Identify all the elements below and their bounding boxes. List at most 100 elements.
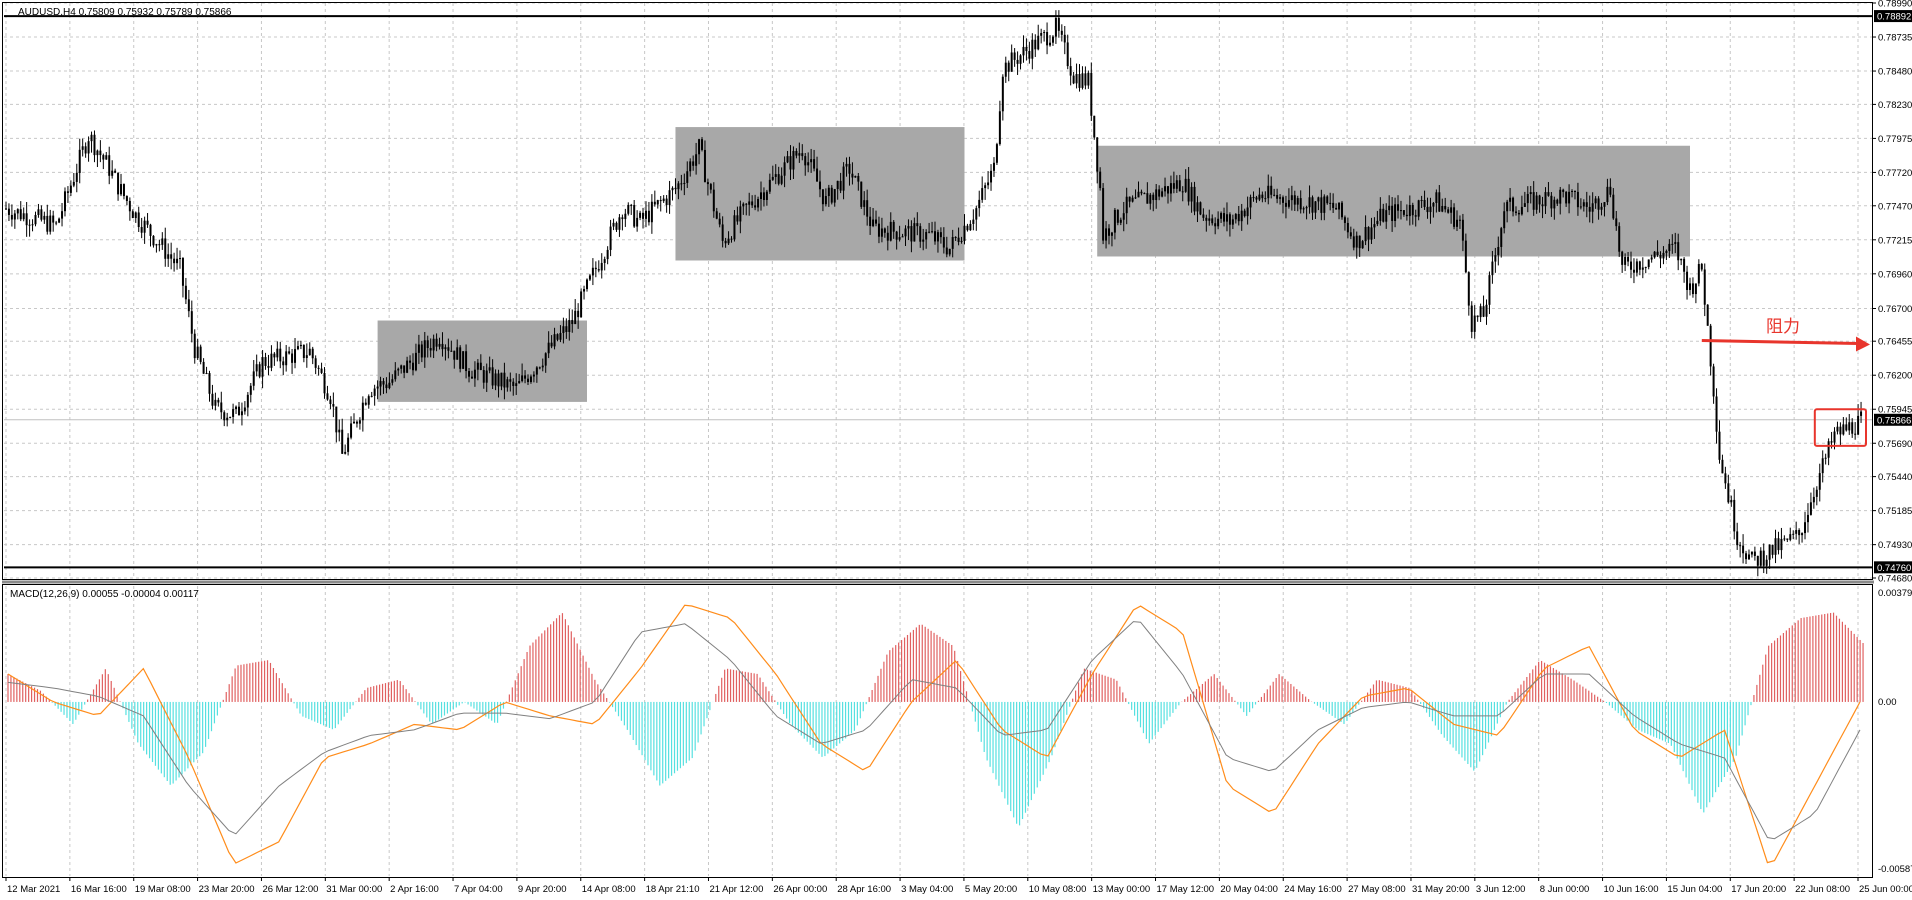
candle-body [276, 348, 279, 358]
candle-body [916, 223, 919, 227]
candle-body [842, 166, 845, 191]
resistance-label: 阻力 [1766, 317, 1800, 336]
candle-body [1503, 211, 1506, 229]
candle-body [1196, 202, 1199, 212]
time-tick-label: 31 Mar 00:00 [326, 884, 382, 895]
candle-body [877, 223, 880, 237]
candle-body [1358, 235, 1361, 249]
candle-body [807, 162, 810, 166]
candle-body [1001, 76, 1004, 112]
candle-body [1072, 75, 1075, 84]
candle-body [1579, 206, 1582, 208]
candle-body [1264, 198, 1267, 200]
candle-body [146, 220, 149, 225]
candle-body [1093, 115, 1096, 138]
candle-body [639, 212, 642, 218]
candle-body [1556, 199, 1559, 204]
candle-body [302, 344, 305, 359]
candle-body [264, 357, 267, 366]
candle-body [1488, 275, 1491, 305]
candle-body [66, 191, 69, 193]
candle-body [739, 206, 742, 222]
candle-body [1591, 203, 1594, 212]
candle-body [1582, 202, 1585, 207]
candle-body [429, 348, 432, 351]
candle-body [1010, 52, 1013, 72]
price-marker-box [1874, 413, 1912, 426]
candle-body [1134, 197, 1137, 199]
candle-body [1046, 32, 1049, 46]
candle-body [1727, 483, 1730, 503]
candle-body [701, 139, 704, 150]
candle-body [447, 347, 450, 351]
candle-body [577, 310, 580, 318]
candle-body [90, 134, 93, 142]
candle-body [1049, 42, 1052, 46]
candle-body [1081, 73, 1084, 88]
candle-body [488, 367, 491, 371]
symbol-info: AUDUSD,H4 0.75809 0.75932 0.75789 0.7586… [18, 7, 232, 18]
candle-body [1635, 261, 1638, 273]
candle-body [609, 226, 612, 250]
candle-body [627, 204, 630, 214]
candle-body [1119, 219, 1122, 223]
candle-body [765, 191, 768, 201]
candle-body [1848, 422, 1851, 431]
candle-body [220, 402, 223, 413]
candle-body [845, 163, 848, 167]
candle-body [1087, 72, 1090, 86]
candle-body [1706, 304, 1709, 326]
candle-body [1155, 189, 1158, 201]
candle-body [1609, 186, 1612, 195]
candle-body [1783, 538, 1786, 540]
candlesticks[interactable] [5, 10, 1863, 577]
time-tick-label: 15 Jun 04:00 [1667, 884, 1722, 895]
time-tick-label: 26 Mar 12:00 [262, 884, 318, 895]
horizontal-lines [4, 15, 1872, 569]
candle-body [1638, 261, 1641, 270]
candle-body [1453, 207, 1456, 227]
candle-body [786, 156, 789, 163]
candle-body [1394, 204, 1397, 221]
candle-body [370, 395, 373, 397]
candle-body [1789, 534, 1792, 540]
candle-body [1618, 226, 1621, 252]
candle-body [1311, 197, 1314, 213]
candle-body [1432, 202, 1435, 207]
candle-body [1379, 208, 1382, 221]
candle-body [559, 332, 562, 340]
candle-body [715, 211, 718, 219]
candle-body [1214, 223, 1217, 227]
macd-tick-label: -0.00587 [1878, 864, 1912, 875]
candle-body [25, 213, 28, 226]
candle-body [1205, 217, 1208, 221]
candle-body [1627, 256, 1630, 262]
price-tick-label: 0.77215 [1878, 235, 1912, 246]
candle-body [1373, 224, 1376, 228]
time-tick-label: 17 Jun 20:00 [1731, 884, 1786, 895]
candle-body [456, 347, 459, 360]
candle-body [181, 258, 184, 286]
candle-body [102, 155, 105, 160]
candle-body [854, 175, 857, 178]
candle-body [1273, 194, 1276, 196]
candle-body [624, 213, 627, 220]
candle-body [476, 362, 479, 370]
candle-body [1600, 206, 1603, 210]
candle-body [503, 372, 506, 388]
candle-body [588, 275, 591, 280]
candle-body [668, 190, 671, 206]
candle-body [1830, 441, 1833, 443]
candle-body [1361, 241, 1364, 249]
candle-body [674, 187, 677, 190]
candle-body [1712, 366, 1715, 397]
candle-body [414, 352, 417, 371]
candle-body [1733, 499, 1736, 532]
candle-body [718, 218, 721, 225]
candle-body [724, 240, 727, 244]
candle-body [347, 437, 350, 452]
candle-body [1724, 473, 1727, 484]
candle-body [1423, 200, 1426, 207]
candle-body [506, 379, 509, 388]
candle-body [547, 342, 550, 354]
